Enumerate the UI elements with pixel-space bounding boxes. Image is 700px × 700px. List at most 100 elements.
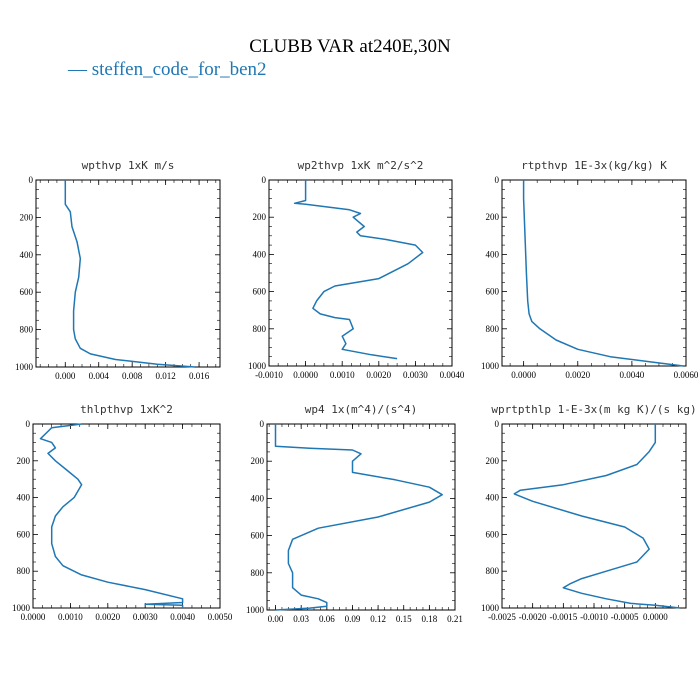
- y-tick-label: 1000: [481, 603, 500, 613]
- x-tick-label: 0.0010: [58, 612, 83, 622]
- x-tick-label: 0.0020: [565, 370, 590, 380]
- y-tick-label: 600: [486, 287, 500, 297]
- x-tick-label: 0.12: [370, 614, 386, 624]
- x-tick-label: -0.0020: [519, 612, 547, 622]
- panel-title: wprtpthlp 1-E-3x(m kg K)/(s kg): [491, 403, 696, 416]
- x-tick-label: 0.004: [89, 371, 110, 381]
- x-tick-label: 0.0000: [643, 612, 668, 622]
- plot-frame: [268, 179, 453, 367]
- y-tick-label: 1000: [15, 362, 34, 372]
- figure-title: CLUBB VAR at240E,30N: [249, 36, 451, 57]
- y-tick-label: 800: [253, 324, 267, 334]
- x-tick-label: 0.008: [122, 371, 143, 381]
- plot-frame: [501, 423, 687, 609]
- plot-frame: [501, 179, 687, 367]
- y-tick-label: 200: [17, 456, 31, 466]
- x-tick-label: 0.0020: [95, 612, 120, 622]
- series-line: [39, 423, 184, 608]
- panel-title: wpthvp 1xK m/s: [82, 159, 175, 172]
- x-tick-label: 0.0040: [620, 370, 645, 380]
- plot-frame: [266, 423, 456, 611]
- y-tick-label: 800: [251, 568, 265, 578]
- x-tick-label: 0.012: [156, 371, 176, 381]
- x-tick-label: 0.0040: [440, 370, 465, 380]
- y-tick-label: 200: [251, 456, 265, 466]
- x-tick-label: 0.0000: [21, 612, 46, 622]
- legend-label: steffen_code_for_ben2: [91, 59, 267, 80]
- y-tick-label: 1000: [481, 361, 500, 371]
- x-tick-label: 0.21: [447, 614, 463, 624]
- x-tick-label: 0.00: [268, 614, 284, 624]
- panel-title: rtpthvp 1E-3x(kg/kg) K: [521, 159, 667, 172]
- series-line: [274, 424, 443, 611]
- y-tick-label: 1000: [12, 603, 31, 613]
- x-tick-label: 0.0010: [330, 370, 355, 380]
- x-tick-label: 0.0020: [366, 370, 391, 380]
- x-tick-label: 0.016: [189, 371, 210, 381]
- x-tick-label: 0.0050: [208, 612, 233, 622]
- y-tick-label: 600: [251, 531, 265, 541]
- y-tick-label: 0: [495, 175, 500, 185]
- y-tick-label: 400: [20, 250, 34, 260]
- y-tick-label: 400: [17, 493, 31, 503]
- y-tick-label: 200: [486, 456, 500, 466]
- y-tick-label: 0: [29, 175, 34, 185]
- x-tick-label: -0.0015: [549, 612, 577, 622]
- y-tick-label: 400: [253, 249, 267, 259]
- y-tick-label: 800: [486, 324, 500, 334]
- y-tick-label: 200: [253, 212, 267, 222]
- x-tick-label: 0.0000: [293, 370, 318, 380]
- y-tick-label: 800: [486, 566, 500, 576]
- x-tick-label: 0.0000: [511, 370, 536, 380]
- panel-3: rtpthvp 1E-3x(kg/kg) K 0 200 400 600 800 1000 0…: [481, 159, 699, 380]
- x-tick-label: 0.03: [293, 614, 309, 624]
- series-line: [64, 180, 195, 368]
- panel-2: wp2thvp 1xK m^2/s^2 0 200 400 600 800 1000-0.0…: [248, 159, 465, 380]
- y-tick-label: 200: [20, 212, 34, 222]
- y-tick-label: 400: [251, 493, 265, 503]
- x-tick-label: -0.0005: [611, 612, 639, 622]
- y-tick-label: 0: [495, 419, 500, 429]
- legend-line-marker: —: [68, 59, 87, 80]
- x-tick-label: 0.000: [55, 371, 76, 381]
- y-tick-label: 800: [20, 325, 34, 335]
- y-tick-label: 800: [17, 566, 31, 576]
- x-tick-label: -0.0010: [580, 612, 608, 622]
- y-tick-label: 1000: [248, 361, 267, 371]
- y-tick-label: 1000: [246, 605, 265, 615]
- x-tick-label: 0.0040: [170, 612, 195, 622]
- x-tick-label: 0.0030: [403, 370, 428, 380]
- y-tick-label: 200: [486, 212, 500, 222]
- x-tick-label: 0.0060: [674, 370, 699, 380]
- x-tick-label: 0.15: [396, 614, 412, 624]
- y-tick-label: 0: [260, 419, 265, 429]
- y-tick-label: 0: [262, 175, 267, 185]
- x-tick-label: 0.06: [319, 614, 335, 624]
- y-tick-label: 0: [26, 419, 31, 429]
- series-line: [522, 180, 684, 367]
- x-tick-label: 0.18: [421, 614, 437, 624]
- y-tick-label: 400: [486, 249, 500, 259]
- panel-1: wpthvp 1xK m/s 0 200 400 600 800 1000 0.000 0.00…: [15, 159, 221, 381]
- y-tick-label: 600: [17, 529, 31, 539]
- x-tick-label: -0.0010: [255, 370, 283, 380]
- legend: — steffen_code_for_ben2: [68, 59, 267, 81]
- x-tick-label: 0.0030: [133, 612, 158, 622]
- plot-frame: [32, 423, 221, 609]
- y-tick-label: 600: [486, 529, 500, 539]
- x-tick-label: 0.09: [345, 614, 361, 624]
- y-tick-label: 400: [486, 493, 500, 503]
- series-line: [293, 180, 424, 360]
- y-tick-label: 600: [20, 287, 34, 297]
- panel-title: thlpthvp 1xK^2: [80, 403, 173, 416]
- panel-title: wp2thvp 1xK m^2/s^2: [298, 159, 424, 172]
- x-tick-label: -0.0025: [488, 612, 516, 622]
- series-line: [513, 424, 680, 609]
- plot-frame: [35, 179, 221, 368]
- panel-6: wprtpthlp 1-E-3x(m kg K)/(s kg) 0 200 400 60…: [481, 403, 697, 622]
- y-tick-label: 600: [253, 287, 267, 297]
- panel-title: wp4 1x(m^4)/(s^4): [305, 403, 418, 416]
